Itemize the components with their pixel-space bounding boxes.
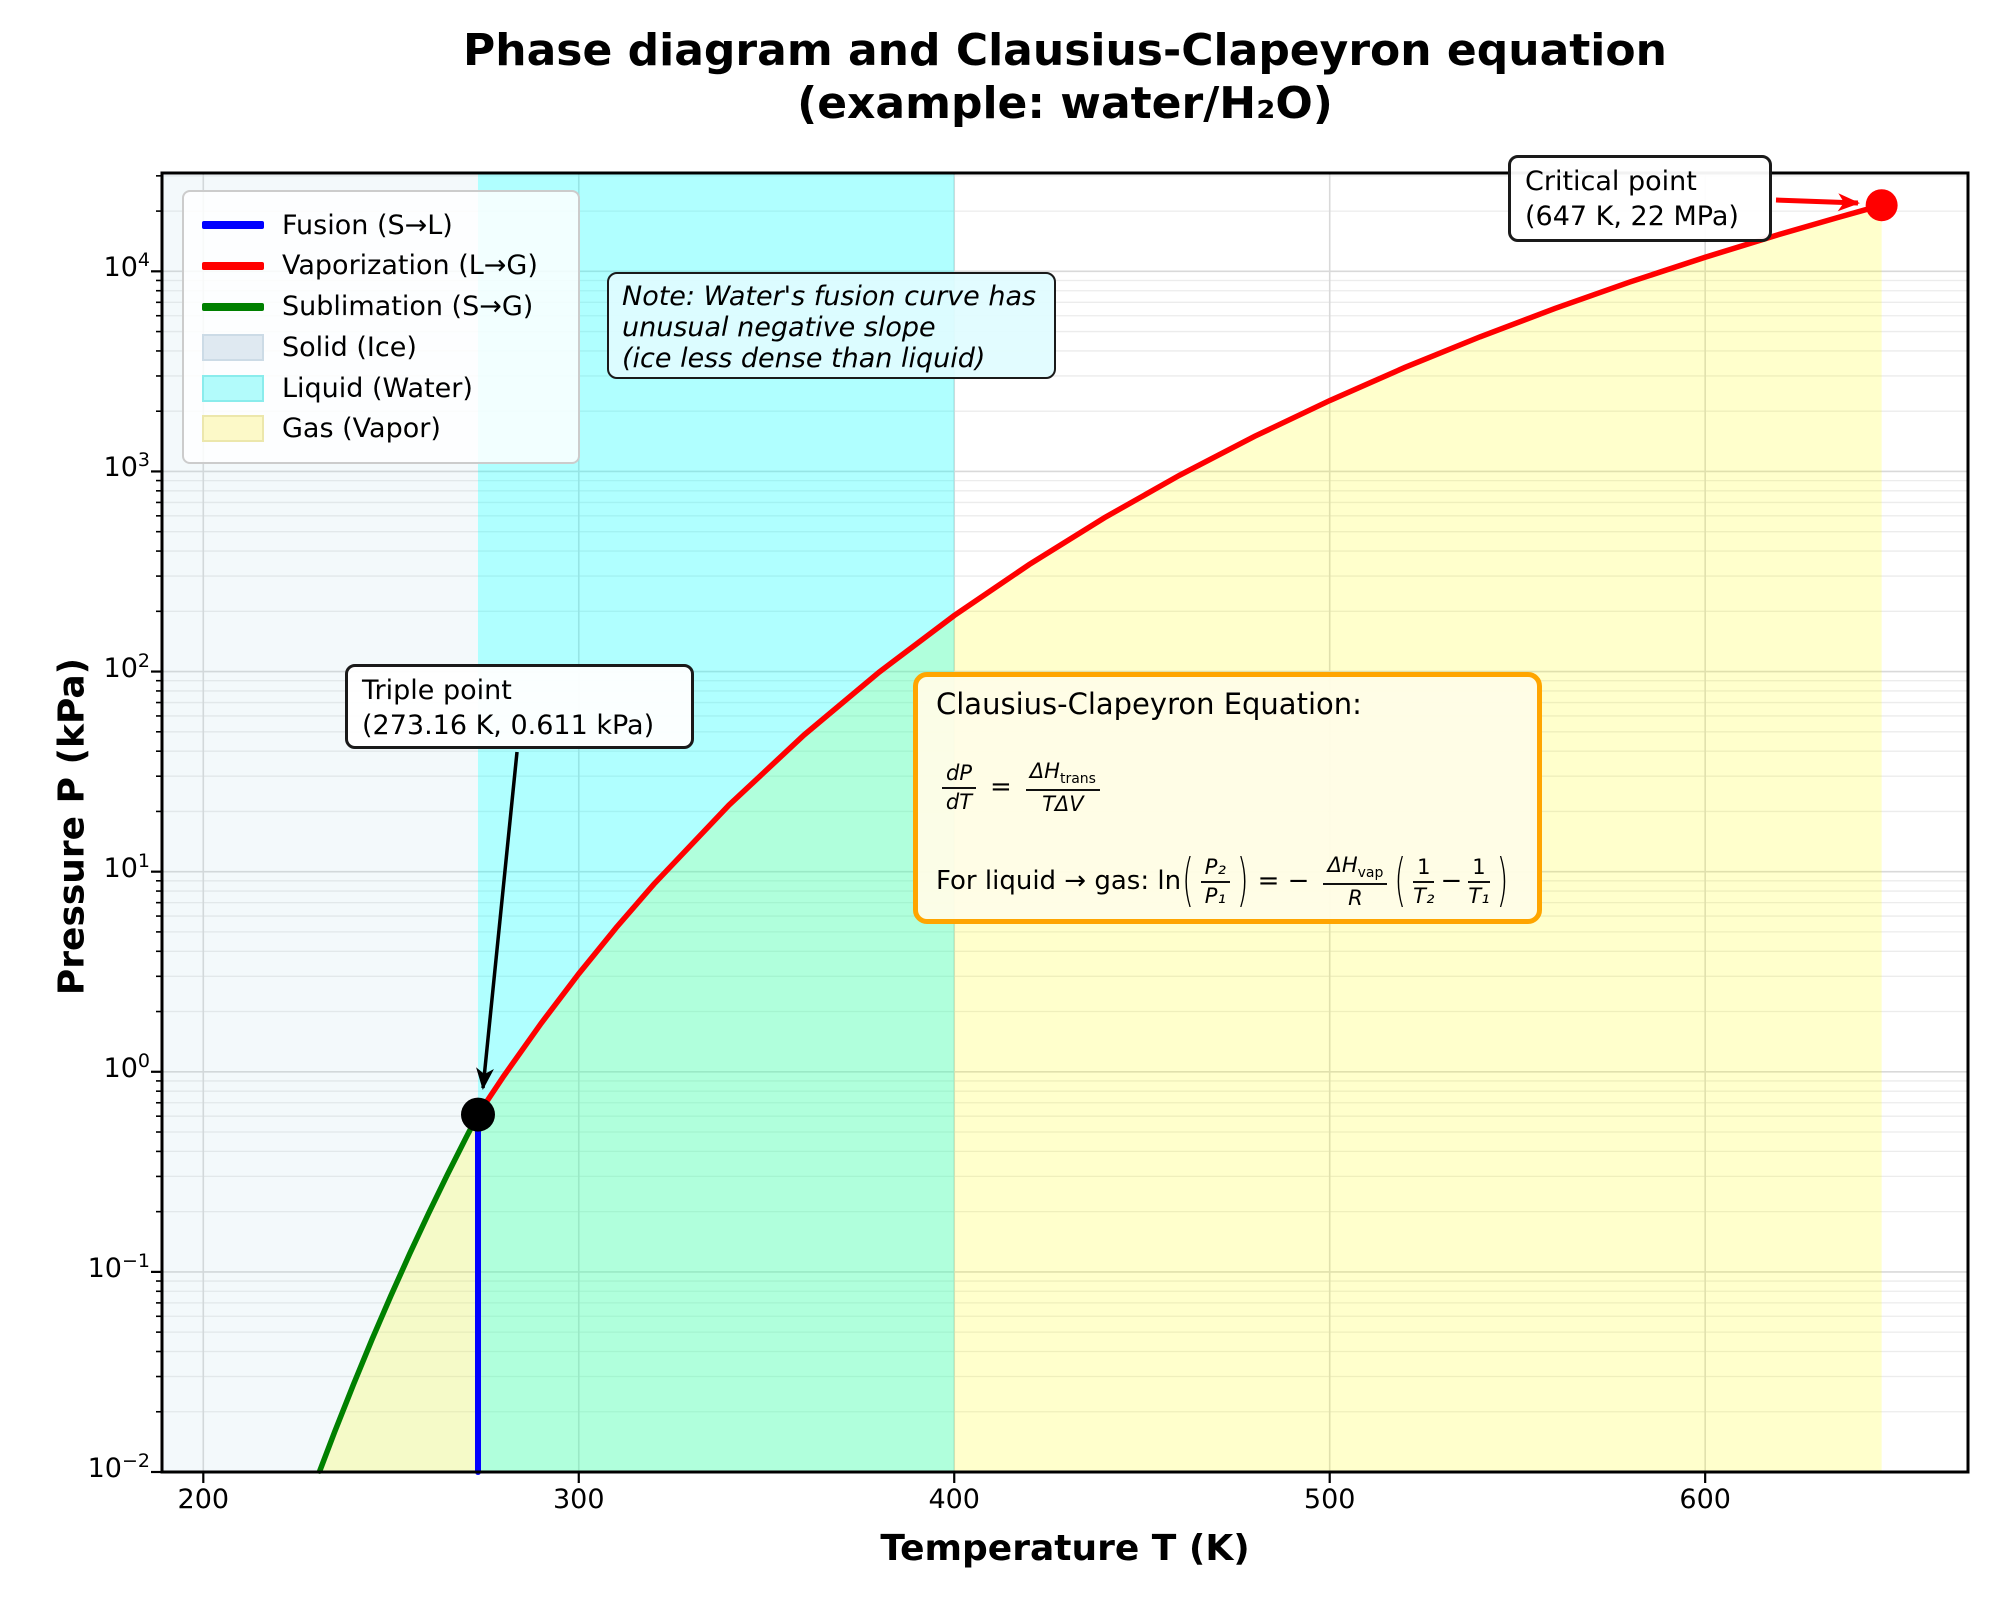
y-tick-label-10e2: 102: [103, 649, 150, 684]
curve-vaporization-l-g-: [475, 202, 1885, 1118]
phase-boundary-curves: [316, 202, 1885, 1475]
legend-patch-swatch: [202, 415, 264, 443]
axes-frame: [151, 171, 1970, 1483]
legend: Fusion (S→L) Vaporization (L→G) Sublimatio…: [182, 190, 580, 464]
legend-patch-swatch: [202, 333, 264, 361]
clausius-clapeyron-box: Clausius-Clapeyron Equation: dP dT = ΔHt…: [913, 672, 1542, 924]
critical-point-annotation: Critical point (647 K, 22 MPa): [1508, 155, 1772, 242]
frac-dp-dt: dP dT: [942, 762, 976, 813]
y-tick-label-10e4: 104: [103, 249, 150, 284]
legend-item-gas-vapor-: Gas (Vapor): [202, 410, 560, 448]
triple-point-marker: [460, 1097, 495, 1132]
legend-line-swatch: [202, 261, 264, 270]
legend-item-vaporization-l-g-: Vaporization (L→G): [202, 247, 560, 285]
x-tick-label-600: 600: [1679, 1484, 1731, 1515]
x-tick-label-400: 400: [928, 1484, 980, 1515]
y-tick-label-10e0: 100: [103, 1049, 150, 1084]
frac-dhvap-r: ΔHvap R: [1323, 854, 1388, 909]
frac-dh-tdv: ΔHtrans TΔV: [1025, 760, 1100, 815]
special-points: [460, 189, 1898, 1132]
legend-item-solid-ice-: Solid (Ice): [202, 328, 560, 366]
legend-label: Fusion (S→L): [282, 209, 453, 241]
x-tick-label-200: 200: [177, 1484, 230, 1515]
legend-label: Vaporization (L→G): [282, 250, 538, 282]
fusion-note-line2: unusual negative slope: [622, 312, 936, 343]
legend-item-fusion-s-l-: Fusion (S→L): [202, 206, 560, 244]
critical-point-marker: [1865, 189, 1898, 222]
y-tick-label-10e3: 103: [103, 449, 150, 484]
fusion-note-line3: (ice less dense than liquid): [622, 343, 986, 374]
frac-1-t1: 1 T₁: [1468, 854, 1490, 908]
x-tick-label-300: 300: [552, 1484, 605, 1515]
chart-title-line1: Phase diagram and Clausius-Clapeyron equ…: [463, 25, 1667, 76]
curve-sublimation-s-g-: [316, 1111, 481, 1474]
equation-general: dP dT = ΔHtrans TΔV: [936, 760, 1519, 815]
chart-title: Phase diagram and Clausius-Clapeyron equ…: [130, 24, 2000, 130]
triple-point-annotation-line2: (273.16 K, 0.611 kPa): [362, 710, 655, 741]
legend-label: Solid (Ice): [282, 331, 417, 363]
legend-line-swatch: [202, 302, 264, 311]
triple-point-arrow: [476, 751, 519, 1090]
y-tick-label-10e1: 101: [103, 849, 150, 884]
critical-point-arrow: [1775, 193, 1860, 212]
x-tick-label-500: 500: [1303, 1484, 1356, 1515]
y-tick-label-10e-2: 10−2: [87, 1450, 150, 1484]
frac-1-t2: 1 T₂: [1413, 854, 1435, 908]
triple-point-annotation-line1: Triple point: [362, 675, 512, 706]
legend-label: Sublimation (S→G): [282, 291, 534, 323]
triple-point-annotation: Triple point (273.16 K, 0.611 kPa): [345, 664, 694, 749]
critical-point-annotation-line2: (647 K, 22 MPa): [1525, 201, 1739, 232]
equation-integrated: For liquid → gas: ln ( P₂ P₁ ) = − ΔHvap…: [936, 848, 1509, 915]
legend-item-sublimation-s-g-: Sublimation (S→G): [202, 288, 560, 326]
fusion-note-box: Note: Water's fusion curve has unusual n…: [607, 272, 1056, 379]
y-tick-label-10e-1: 10−1: [87, 1249, 150, 1284]
equation-box-title: Clausius-Clapeyron Equation:: [936, 687, 1362, 721]
chart-title-line2: (example: water/H₂O): [797, 78, 1333, 129]
legend-item-liquid-water-: Liquid (Water): [202, 369, 560, 407]
x-axis-label: Temperature T (K): [880, 1528, 1250, 1569]
frac-p2-p1: P₂ P₁: [1200, 856, 1230, 907]
critical-point-annotation-line1: Critical point: [1525, 166, 1697, 197]
annotation-arrows: [476, 193, 1860, 1090]
legend-patch-swatch: [202, 374, 264, 402]
legend-line-swatch: [202, 221, 264, 229]
legend-label: Liquid (Water): [282, 372, 473, 404]
legend-label: Gas (Vapor): [282, 413, 441, 445]
fusion-note-line1: Note: Water's fusion curve has: [622, 281, 1037, 312]
